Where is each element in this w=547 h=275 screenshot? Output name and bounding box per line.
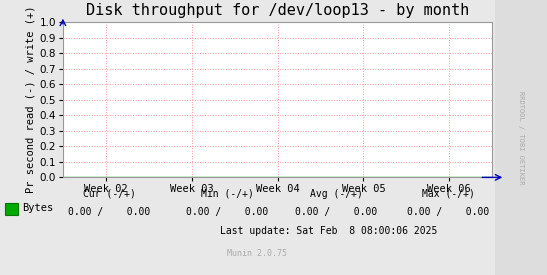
Text: 0.00 /    0.00: 0.00 / 0.00 [68,207,150,216]
Text: Munin 2.0.75: Munin 2.0.75 [227,249,287,258]
Text: Bytes: Bytes [22,203,53,213]
Text: Last update: Sat Feb  8 08:00:06 2025: Last update: Sat Feb 8 08:00:06 2025 [219,226,437,236]
Y-axis label: Pr second read (-) / write (+): Pr second read (-) / write (+) [25,6,36,193]
Text: Avg (-/+): Avg (-/+) [310,189,363,199]
Text: 0.00 /    0.00: 0.00 / 0.00 [295,207,377,216]
Text: 0.00 /    0.00: 0.00 / 0.00 [186,207,268,216]
Text: Max (-/+): Max (-/+) [422,189,475,199]
Text: RRDTOOL / TOBI OETIKER: RRDTOOL / TOBI OETIKER [518,91,524,184]
Text: Cur (-/+): Cur (-/+) [83,189,136,199]
Text: 0.00 /    0.00: 0.00 / 0.00 [408,207,490,216]
Title: Disk throughput for /dev/loop13 - by month: Disk throughput for /dev/loop13 - by mon… [86,3,469,18]
Text: Min (-/+): Min (-/+) [201,189,253,199]
